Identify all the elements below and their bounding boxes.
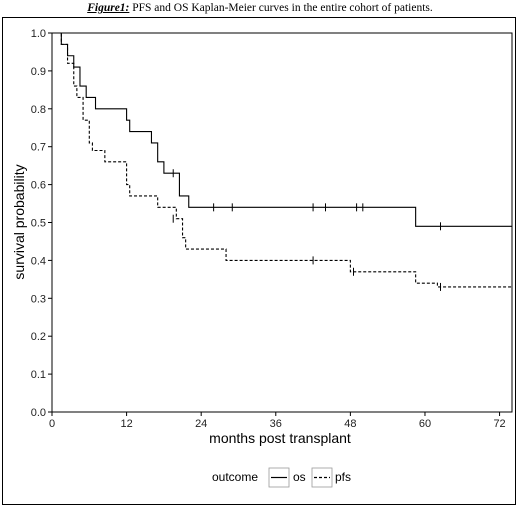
x-tick-label: 24 (195, 418, 207, 430)
y-tick-label: 0.2 (31, 331, 46, 343)
figure-frame (2, 17, 516, 505)
y-tick-label: 1.0 (31, 28, 46, 40)
series-layer (52, 32, 512, 291)
x-tick-label: 12 (120, 418, 132, 430)
y-tick-label: 0.5 (31, 218, 46, 230)
y-tick-label: 0.9 (31, 66, 46, 78)
figure-caption: Figure1: PFS and OS Kaplan-Meier curves … (0, 0, 520, 17)
legend-label-pfs: pfs (335, 470, 351, 484)
y-tick-label: 0.8 (31, 104, 46, 116)
x-tick-label: 0 (49, 418, 55, 430)
caption-text: PFS and OS Kaplan-Meier curves in the en… (132, 2, 433, 14)
km-curve-pfs (52, 32, 512, 288)
y-tick-label: 0.6 (31, 180, 46, 192)
y-tick-label: 0.0 (31, 407, 46, 419)
y-axis-ticks: 0.0 0.1 0.2 0.3 0.4 0.5 0.6 0.7 0.8 0.9 1.0 (31, 28, 52, 419)
x-tick-label: 36 (270, 418, 282, 430)
caption-lead: Figure1: (87, 2, 130, 14)
y-tick-label: 0.4 (31, 255, 46, 267)
x-tick-label: 60 (419, 418, 431, 430)
x-axis-title: months post transplant (209, 430, 351, 446)
y-axis-title: survival probability (11, 164, 27, 279)
legend: outcome os pfs (212, 467, 351, 488)
y-tick-label: 0.1 (31, 369, 46, 381)
km-curve-os (52, 32, 512, 227)
x-tick-label: 72 (493, 418, 505, 430)
y-tick-label: 0.3 (31, 293, 46, 305)
legend-label-os: os (293, 470, 306, 484)
legend-title: outcome (212, 470, 258, 484)
x-tick-label: 48 (344, 418, 356, 430)
y-tick-label: 0.7 (31, 142, 46, 154)
plot-panel (51, 32, 513, 413)
x-axis-ticks: 0 12 24 36 48 60 72 (49, 412, 506, 430)
